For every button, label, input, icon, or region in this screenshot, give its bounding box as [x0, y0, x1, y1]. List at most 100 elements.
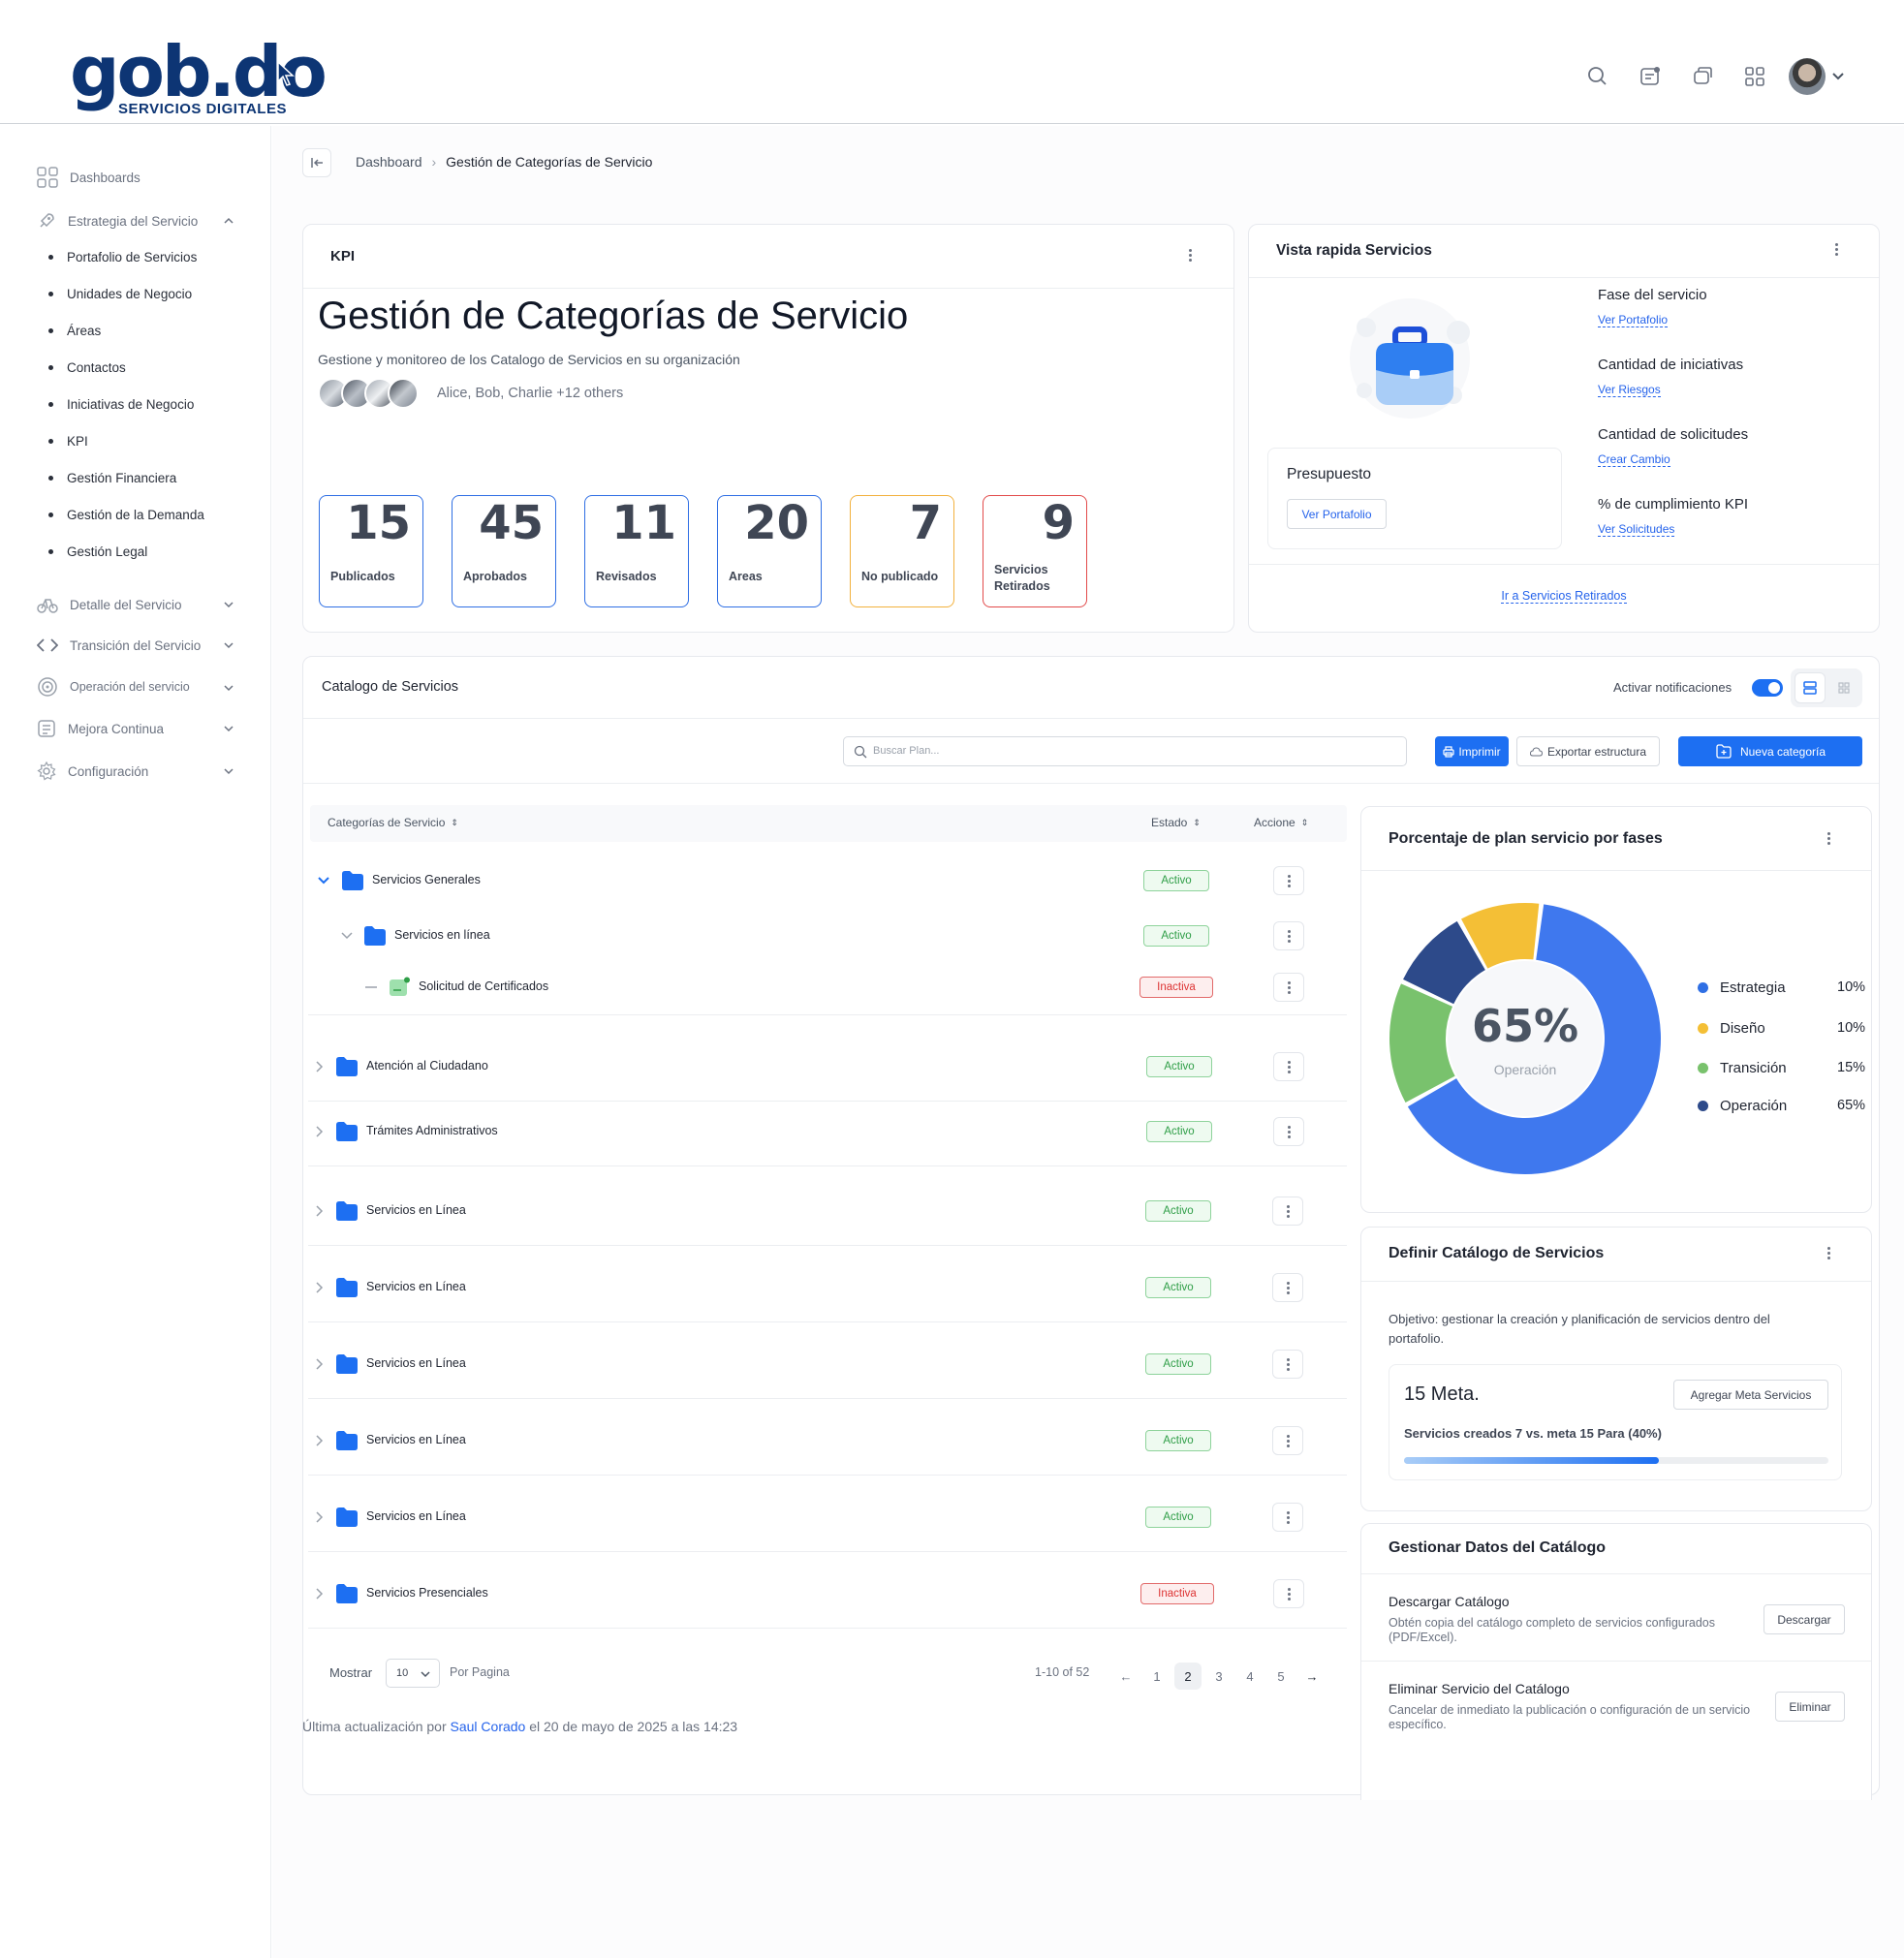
chevron-right-icon[interactable] [312, 1586, 328, 1601]
row-actions-button[interactable] [1273, 1052, 1304, 1081]
chevron-down-icon[interactable] [223, 765, 234, 777]
apps-icon[interactable] [1742, 64, 1767, 89]
kpi-tile[interactable]: 20 Areas [717, 495, 822, 607]
chevron-right-icon[interactable] [312, 1356, 328, 1372]
sidebar-item-transicion[interactable]: Transición del Servicio [37, 636, 201, 655]
col-header-acciones[interactable]: Accione ⇕ [1254, 816, 1308, 829]
grid-view-icon[interactable] [1829, 673, 1858, 702]
vista-item-link[interactable]: Ver Riesgos [1598, 383, 1661, 397]
chevron-right-icon[interactable] [312, 1124, 328, 1139]
divider [1249, 564, 1879, 565]
col-header-categorias[interactable]: Categorías de Servicio ⇕ [328, 816, 458, 829]
chevron-right-icon[interactable] [312, 1203, 328, 1219]
avatar-group[interactable] [318, 378, 426, 411]
fases-menu-button[interactable] [1826, 830, 1830, 848]
row-actions-button[interactable] [1272, 1197, 1303, 1226]
page-button[interactable]: 2 [1174, 1663, 1202, 1690]
row-actions-button[interactable] [1272, 1426, 1303, 1455]
dash-icon[interactable] [363, 979, 379, 995]
agregar-meta-button[interactable]: Agregar Meta Servicios [1673, 1380, 1828, 1410]
vista-item-link[interactable]: Ver Portafolio [1598, 313, 1669, 327]
chat-icon[interactable] [1690, 64, 1715, 89]
update-prefix: Última actualización por [302, 1719, 447, 1734]
kpi-tile[interactable]: 11 Revisados [584, 495, 689, 607]
sidebar-subitem[interactable]: KPI [48, 434, 88, 449]
page-button[interactable]: 3 [1215, 1668, 1223, 1684]
chevron-up-icon[interactable] [223, 215, 234, 227]
nueva-categoria-button[interactable]: Nueva categoría [1678, 736, 1862, 766]
sidebar-item-configuracion[interactable]: Configuración [37, 761, 148, 781]
breadcrumb-root[interactable]: Dashboard [356, 154, 422, 170]
eliminar-button[interactable]: Eliminar [1775, 1692, 1845, 1722]
chevron-down-icon[interactable] [223, 723, 234, 734]
notif-toggle[interactable] [1752, 679, 1783, 697]
descargar-button[interactable]: Descargar [1764, 1604, 1845, 1634]
sidebar-subitem[interactable]: Portafolio de Servicios [48, 250, 197, 264]
sidebar-subitem[interactable]: Gestión Financiera [48, 471, 176, 485]
page-button[interactable]: 5 [1277, 1668, 1285, 1684]
chevron-down-icon[interactable] [1831, 70, 1845, 83]
sidebar-item-estrategia[interactable]: Estrategia del Servicio [37, 211, 198, 231]
ver-portafolio-button[interactable]: Ver Portafolio [1287, 499, 1387, 529]
chevron-right-icon[interactable] [312, 1059, 328, 1074]
row-actions-button[interactable] [1272, 1273, 1303, 1302]
sidebar-subitem[interactable]: Contactos [48, 360, 126, 375]
definir-title: Definir Catálogo de Servicios [1389, 1245, 1605, 1261]
sidebar-subitem[interactable]: Gestión Legal [48, 544, 147, 559]
sidebar-subitem[interactable]: Gestión de la Demanda [48, 508, 204, 522]
collapse-sidebar-button[interactable] [302, 148, 331, 177]
sidebar-subitem[interactable]: Iniciativas de Negocio [48, 397, 194, 412]
prev-page-button[interactable]: ← [1119, 1668, 1133, 1684]
status-badge: Activo [1145, 1507, 1211, 1528]
kpi-tile[interactable]: 45 Aprobados [452, 495, 556, 607]
row-actions-button[interactable] [1273, 921, 1304, 950]
chevron-down-icon[interactable] [339, 928, 355, 944]
imprimir-button[interactable]: Imprimir [1435, 736, 1509, 766]
user-avatar[interactable] [1789, 58, 1826, 95]
vista-item-link[interactable]: Ver Solicitudes [1598, 522, 1675, 537]
sidebar-subitem[interactable]: Áreas [48, 324, 101, 338]
sidebar-item-detalle[interactable]: Detalle del Servicio [37, 595, 182, 614]
page-button[interactable]: 1 [1153, 1668, 1161, 1684]
chevron-right-icon[interactable] [312, 1280, 328, 1295]
sidebar-subitem[interactable]: Unidades de Negocio [48, 287, 192, 301]
row-actions-button[interactable] [1272, 1350, 1303, 1379]
vista-item-link[interactable]: Crear Cambio [1598, 452, 1670, 467]
row-actions-button[interactable] [1273, 973, 1304, 1002]
search-input[interactable]: Buscar Plan... [843, 736, 1407, 766]
sidebar-item-dashboards[interactable]: Dashboards [37, 167, 140, 188]
definir-menu-button[interactable] [1826, 1245, 1830, 1262]
chevron-right-icon[interactable] [312, 1433, 328, 1448]
row-actions-button[interactable] [1273, 1117, 1304, 1146]
definir-objetivo: Objetivo: gestionar la creación y planif… [1389, 1312, 1770, 1346]
chevron-down-icon[interactable] [223, 639, 234, 651]
logo[interactable]: gob.do SERVICIOS DIGITALES [70, 33, 328, 120]
kpi-tile[interactable]: 15 Publicados [319, 495, 423, 607]
kpi-tile[interactable]: 7 No publicado [850, 495, 954, 607]
chevron-down-icon[interactable] [223, 682, 234, 694]
page-button[interactable]: 4 [1246, 1668, 1254, 1684]
ir-servicios-retirados-link[interactable]: Ir a Servicios Retirados [1501, 589, 1627, 604]
col-header-estado[interactable]: Estado ⇕ [1151, 816, 1201, 829]
sidebar-item-operacion[interactable]: Operación del servicio [37, 676, 190, 698]
row-actions-button[interactable] [1273, 866, 1304, 895]
search-icon[interactable] [1585, 64, 1610, 89]
chevron-right-icon[interactable] [312, 1509, 328, 1525]
next-page-button[interactable]: → [1305, 1668, 1319, 1684]
chevron-down-icon[interactable] [223, 599, 234, 610]
chevron-down-icon[interactable] [316, 873, 331, 888]
document-icon [390, 977, 410, 996]
row-actions-button[interactable] [1272, 1503, 1303, 1532]
update-user-link[interactable]: Saul Corado [450, 1719, 526, 1734]
row-actions-button[interactable] [1273, 1579, 1304, 1608]
sidebar-item-mejora[interactable]: Mejora Continua [37, 719, 164, 738]
status-badge: Activo [1146, 1121, 1212, 1142]
exportar-button[interactable]: Exportar estructura [1516, 736, 1660, 766]
per-page-select[interactable]: 10 [386, 1659, 440, 1688]
notes-icon[interactable] [1638, 64, 1663, 89]
vista-menu-button[interactable] [1834, 241, 1838, 259]
kpi-tile[interactable]: 9 Servicios Retirados [983, 495, 1087, 607]
kpi-menu-button[interactable] [1188, 247, 1192, 264]
bicycle-icon [37, 599, 58, 613]
list-view-button[interactable] [1795, 672, 1826, 703]
